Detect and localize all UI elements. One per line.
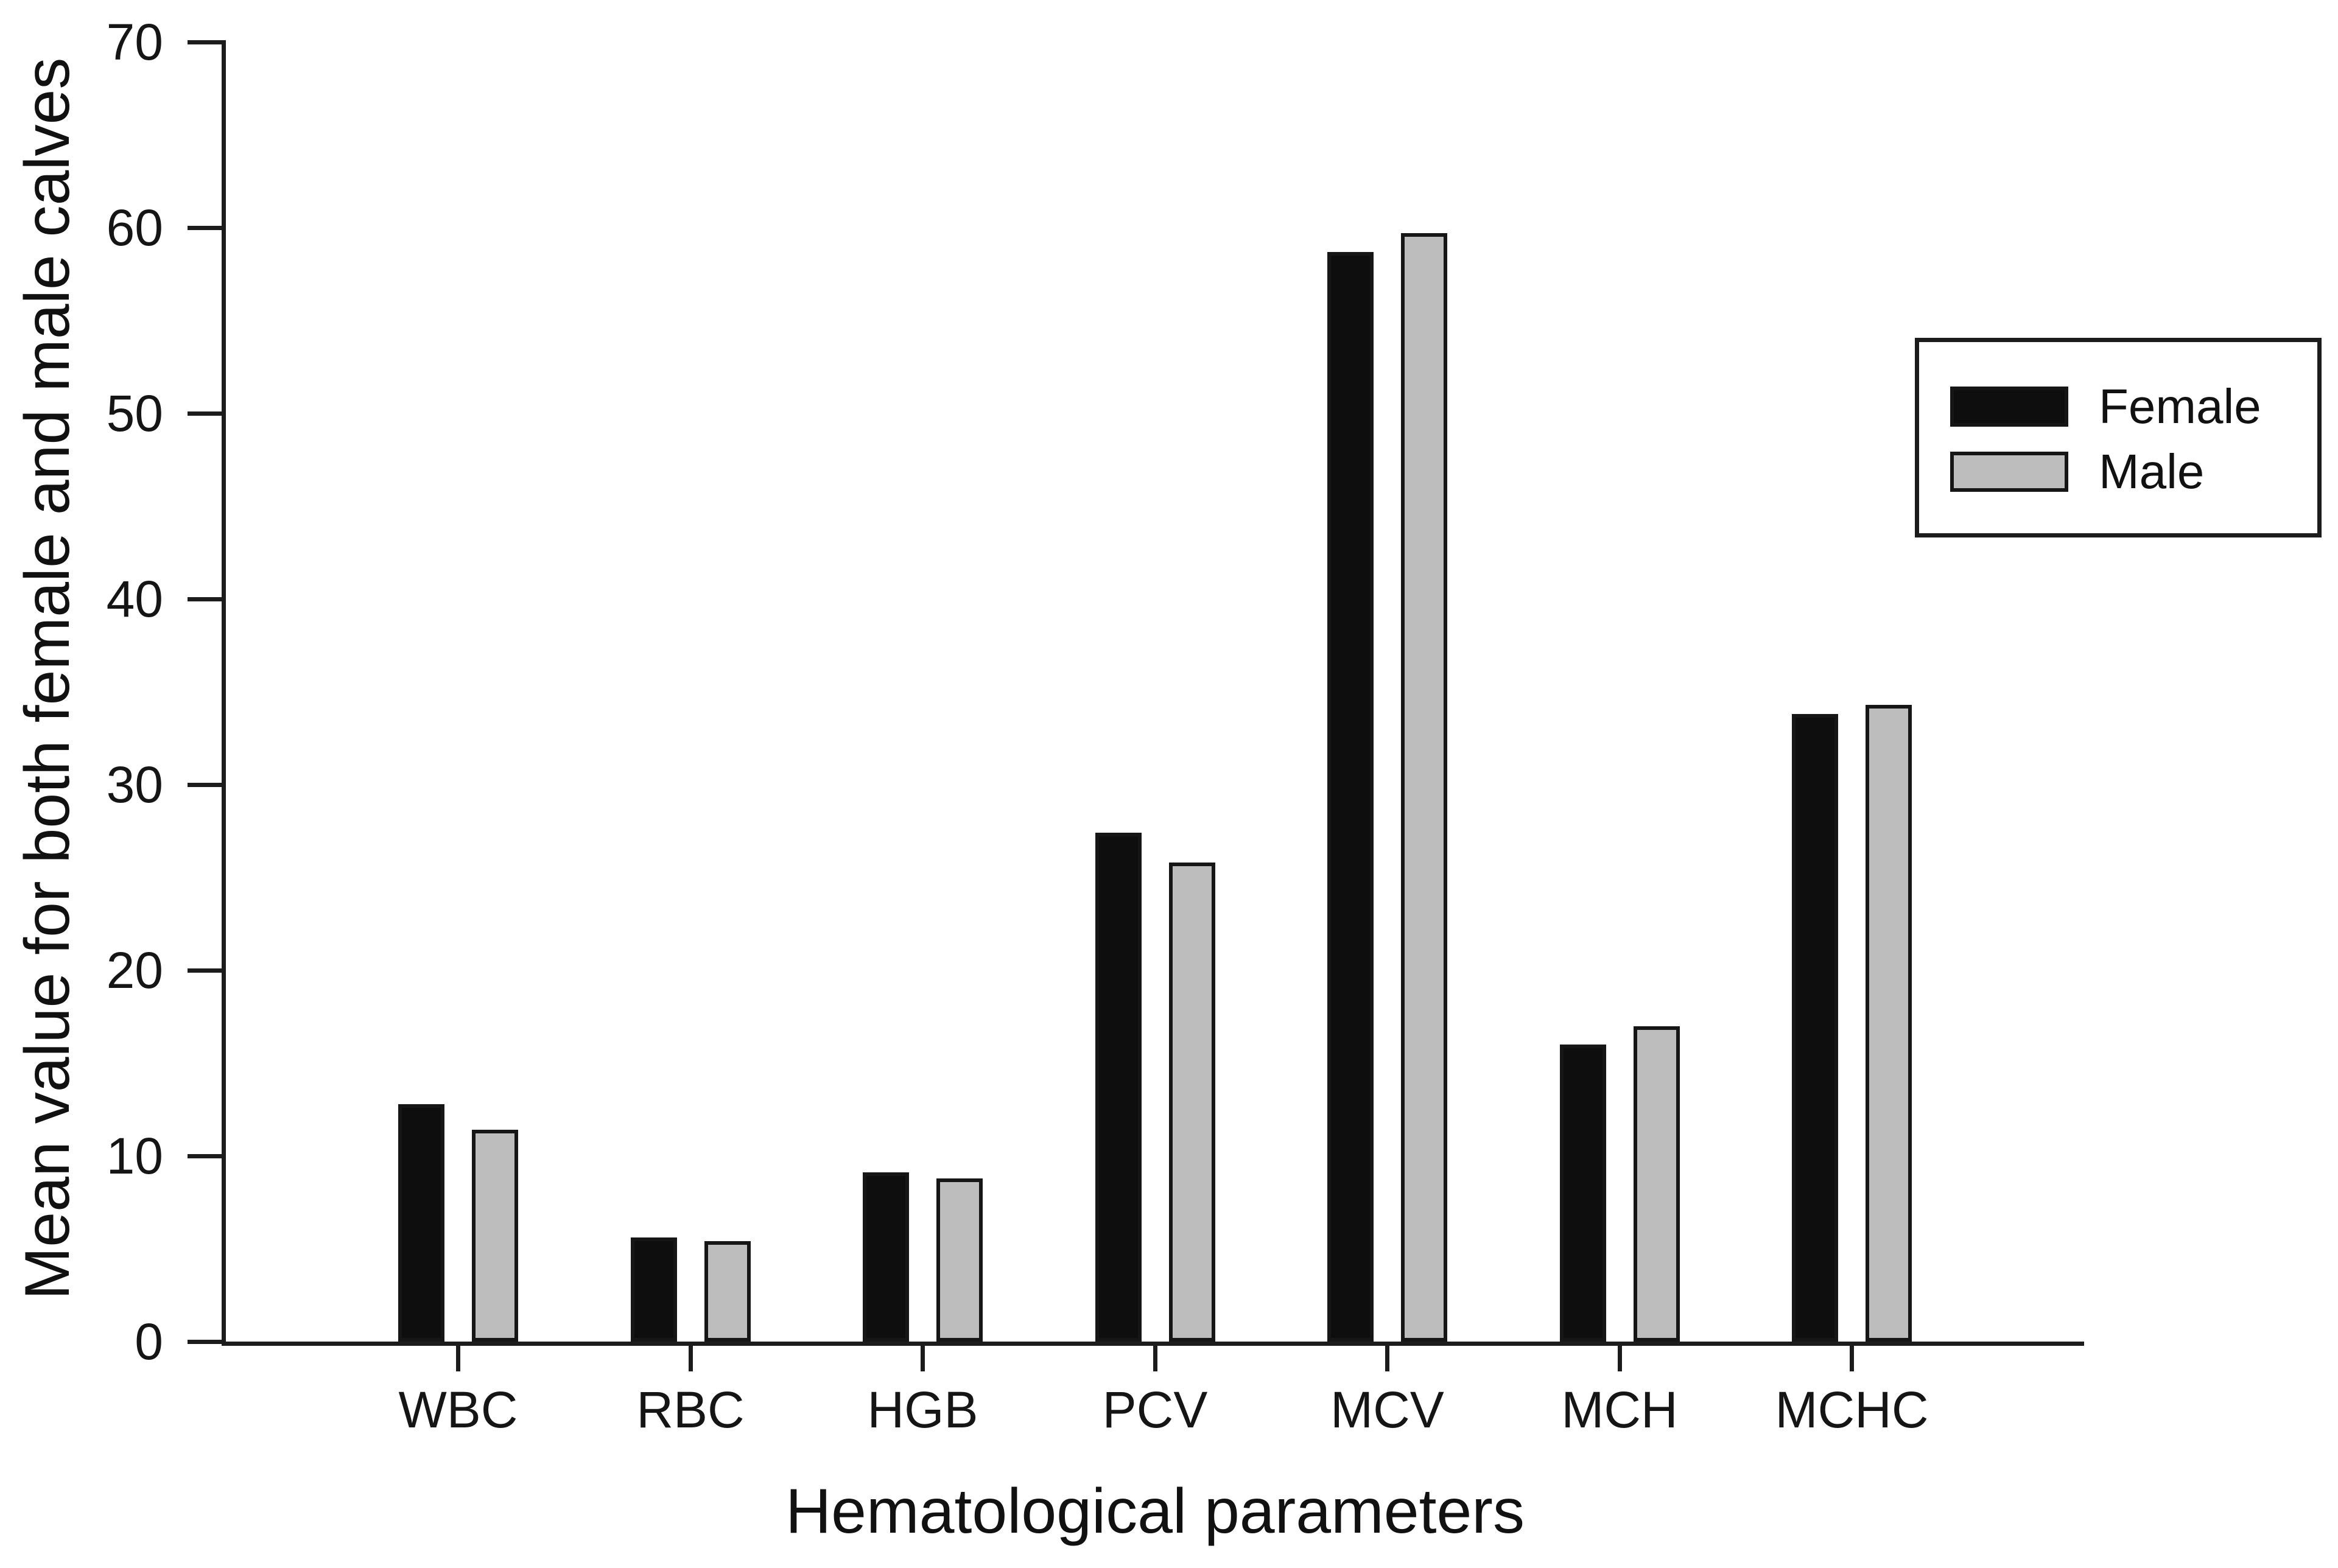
x-axis-tick [1153, 1346, 1157, 1371]
y-axis-tick [188, 968, 222, 973]
y-tick-label: 10 [106, 1127, 163, 1185]
bar-female-rbc [630, 1237, 677, 1342]
legend-entry-male: Male [1919, 447, 2317, 497]
bar-male-rbc [704, 1241, 751, 1342]
male-series-swatch [1950, 452, 2068, 492]
x-axis-tick [1617, 1346, 1622, 1371]
category-label-mchc: MCHC [1775, 1381, 1929, 1438]
y-axis-tick [188, 1339, 222, 1344]
y-axis-tick [188, 597, 222, 601]
y-tick-label: 30 [106, 756, 163, 813]
y-axis-tick [188, 225, 222, 230]
category-label-mch: MCH [1561, 1381, 1678, 1438]
legend-box: Female Male [1915, 338, 2322, 537]
bar-female-mcv [1327, 251, 1374, 1342]
legend-entry-female: Female [1919, 382, 2317, 432]
y-axis-tick [188, 40, 222, 44]
y-tick-label: 20 [106, 942, 163, 999]
y-axis-tick [188, 782, 222, 787]
bar-male-hgb [936, 1178, 983, 1342]
bar-male-mchc [1866, 704, 1912, 1342]
bar-male-mch [1633, 1026, 1680, 1342]
y-tick-label: 0 [135, 1313, 163, 1370]
y-axis-tick [188, 1153, 222, 1158]
x-axis-tick [1850, 1346, 1854, 1371]
y-tick-label: 50 [106, 385, 163, 442]
category-label-rbc: RBC [636, 1381, 745, 1438]
x-axis-tick [456, 1346, 460, 1371]
female-series-swatch [1950, 387, 2068, 427]
bar-female-pcv [1095, 833, 1142, 1342]
x-axis-line [222, 1342, 2084, 1346]
bar-female-hgb [863, 1172, 909, 1342]
legend-label-female: Female [2099, 379, 2261, 433]
bar-male-mcv [1401, 233, 1447, 1342]
x-axis-tick [688, 1346, 693, 1371]
x-axis-tick [921, 1346, 925, 1371]
bar-male-wbc [472, 1130, 518, 1342]
bar-female-mch [1559, 1045, 1606, 1342]
bar-female-wbc [398, 1104, 444, 1342]
category-label-pcv: PCV [1102, 1381, 1208, 1438]
x-axis-title: Hematological parameters [785, 1476, 1525, 1547]
y-tick-label: 70 [106, 13, 163, 71]
category-label-wbc: WBC [398, 1381, 518, 1438]
y-tick-label: 60 [106, 199, 163, 256]
category-label-hgb: HGB [867, 1381, 978, 1438]
bar-male-pcv [1168, 863, 1215, 1342]
legend-label-male: Male [2099, 444, 2205, 499]
bar-female-mchc [1792, 714, 1838, 1342]
y-tick-label: 40 [106, 570, 163, 628]
x-axis-tick [1385, 1346, 1389, 1371]
y-axis-line [222, 40, 226, 1344]
y-axis-tick [188, 411, 222, 416]
category-label-mcv: MCV [1330, 1381, 1444, 1438]
